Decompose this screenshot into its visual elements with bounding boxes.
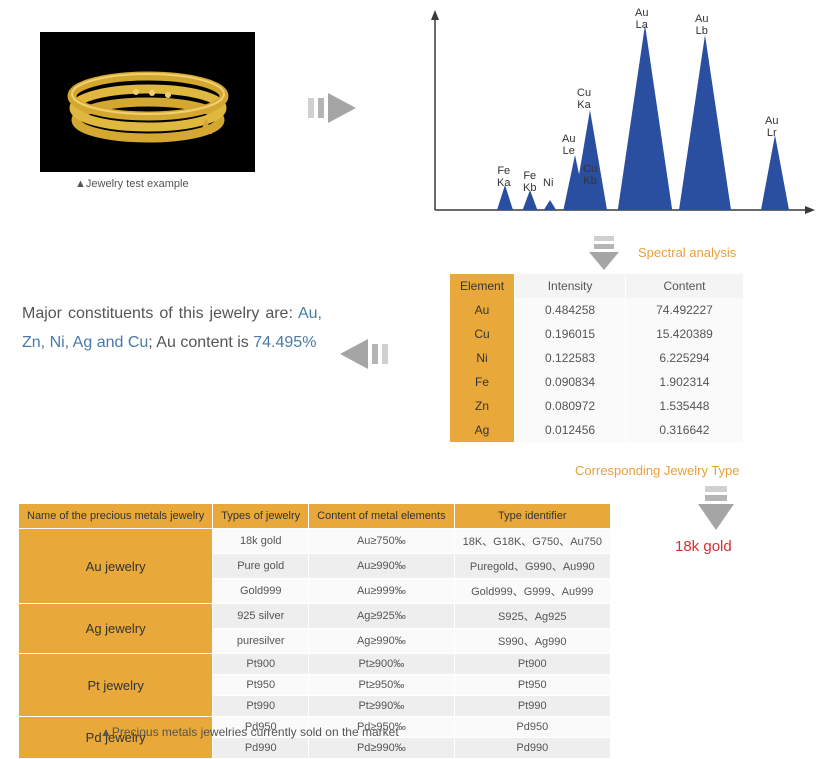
spectrum-chart: FeKa FeKb Ni AuLe CuKb CuKa AuLa AuLb AuLr <box>420 5 820 235</box>
metals-cell: Ag≥990‰ <box>309 629 454 654</box>
arrow-to-constituent-icon <box>328 334 388 374</box>
metals-cell: Puregold、G990、Au990 <box>454 554 610 579</box>
analysis-cell: 6.225294 <box>626 346 744 370</box>
constituent-mid: ; Au content is <box>148 334 253 351</box>
table-row: Zn0.0809721.535448 <box>450 394 743 418</box>
bangles-drawing <box>58 52 238 152</box>
analysis-cell: Au <box>450 298 515 322</box>
metals-cell: Au≥990‰ <box>309 554 454 579</box>
metals-header: Type identifier <box>454 504 610 529</box>
constituent-pct: 74.495% <box>253 334 316 351</box>
analysis-cell: Ni <box>450 346 515 370</box>
analysis-cell: 74.492227 <box>626 298 744 322</box>
jewelry-caption: ▲Jewelry test example <box>75 178 189 190</box>
metals-cell: Au≥750‰ <box>309 529 454 554</box>
metals-group-label: Ag jewelry <box>19 604 213 654</box>
peak-label: CuKa <box>577 87 591 111</box>
analysis-cell: 0.316642 <box>626 418 744 442</box>
metals-cell: Pt≥950‰ <box>309 675 454 696</box>
metals-header: Types of jewelry <box>213 504 309 529</box>
metals-cell: Pt990 <box>213 696 309 717</box>
analysis-cell: 0.090834 <box>515 370 626 394</box>
peak-label: AuLe <box>562 133 575 157</box>
metals-cell: Pt900 <box>213 654 309 675</box>
metals-cell: Pd950 <box>454 717 610 738</box>
analysis-cell: 0.484258 <box>515 298 626 322</box>
metals-cell: Au≥999‰ <box>309 579 454 604</box>
analysis-cell: 0.196015 <box>515 322 626 346</box>
table-row: Ni0.1225836.225294 <box>450 346 743 370</box>
table-row: Fe0.0908341.902314 <box>450 370 743 394</box>
analysis-cell: Fe <box>450 370 515 394</box>
constituent-summary: Major constituents of this jewelry are: … <box>22 300 322 358</box>
constituent-pre: Major constituents of this jewelry are: <box>22 305 298 322</box>
analysis-cell: 1.535448 <box>626 394 744 418</box>
table-row: Ag jewelry925 silverAg≥925‰S925、Ag925 <box>19 604 611 629</box>
metals-cell: 18K、G18K、G750、Au750 <box>454 529 610 554</box>
metals-cell: puresilver <box>213 629 309 654</box>
table-row: Ag0.0124560.316642 <box>450 418 743 442</box>
analysis-cell: Zn <box>450 394 515 418</box>
metals-cell: Pd990 <box>213 738 309 759</box>
analysis-cell: 1.902314 <box>626 370 744 394</box>
peak-label: FeKb <box>523 170 536 194</box>
analysis-table: ElementIntensityContent Au0.48425874.492… <box>450 274 744 442</box>
analysis-cell: 0.012456 <box>515 418 626 442</box>
table-row: Au0.48425874.492227 <box>450 298 743 322</box>
metals-cell: Pt≥900‰ <box>309 654 454 675</box>
peak-label: AuLa <box>635 7 648 31</box>
metals-cell: Pt990 <box>454 696 610 717</box>
analysis-cell: Cu <box>450 322 515 346</box>
metals-cell: Pt950 <box>213 675 309 696</box>
metals-cell: Pd≥990‰ <box>309 738 454 759</box>
analysis-header: Intensity <box>515 274 626 298</box>
metals-cell: Pd990 <box>454 738 610 759</box>
metals-header: Content of metal elements <box>309 504 454 529</box>
metals-cell: S990、Ag990 <box>454 629 610 654</box>
arrow-to-result-icon <box>694 486 738 534</box>
corresponding-type-label: Corresponding Jewelry Type <box>575 463 740 478</box>
table-row: Cu0.19601515.420389 <box>450 322 743 346</box>
peak-label: AuLb <box>695 13 708 37</box>
metals-group-label: Au jewelry <box>19 529 213 604</box>
metals-cell: Pt950 <box>454 675 610 696</box>
analysis-cell: 15.420389 <box>626 322 744 346</box>
metals-group-label: Pt jewelry <box>19 654 213 717</box>
peak-label: CuKb <box>583 163 597 187</box>
result-label: 18k gold <box>675 538 732 555</box>
peak-label: Ni <box>543 177 553 189</box>
metals-cell: Gold999 <box>213 579 309 604</box>
metals-caption: ▲Precious metals jewelries currently sol… <box>100 725 399 739</box>
metals-cell: Ag≥925‰ <box>309 604 454 629</box>
metals-cell: Pure gold <box>213 554 309 579</box>
jewelry-photo <box>40 32 255 172</box>
analysis-cell: 0.080972 <box>515 394 626 418</box>
analysis-header: Content <box>626 274 744 298</box>
table-row: Au jewelry18k goldAu≥750‰18K、G18K、G750、A… <box>19 529 611 554</box>
metals-cell: Pt≥990‰ <box>309 696 454 717</box>
metals-cell: Pt900 <box>454 654 610 675</box>
arrow-to-analysis-icon <box>584 236 624 272</box>
peak-label: FeKa <box>497 165 510 189</box>
analysis-header: Element <box>450 274 515 298</box>
metals-table: Name of the precious metals jewelryTypes… <box>18 503 611 759</box>
metals-cell: S925、Ag925 <box>454 604 610 629</box>
spectral-analysis-label: Spectral analysis <box>638 245 736 260</box>
metals-header: Name of the precious metals jewelry <box>19 504 213 529</box>
peak-label: AuLr <box>765 115 778 139</box>
metals-cell: 925 silver <box>213 604 309 629</box>
table-row: Pt jewelryPt900Pt≥900‰Pt900 <box>19 654 611 675</box>
metals-cell: Gold999、G999、Au999 <box>454 579 610 604</box>
analysis-cell: Ag <box>450 418 515 442</box>
analysis-cell: 0.122583 <box>515 346 626 370</box>
metals-cell: 18k gold <box>213 529 309 554</box>
arrow-to-spectrum-icon <box>308 88 368 128</box>
